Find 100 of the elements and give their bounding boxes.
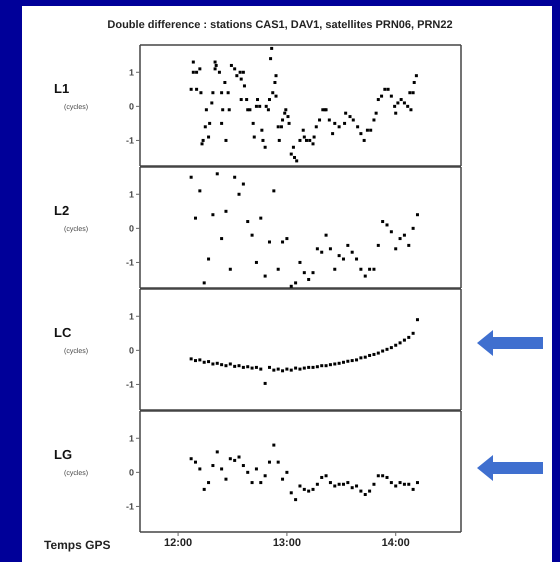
point [359,490,362,493]
point [238,456,241,459]
point [412,226,415,230]
point [324,474,328,478]
point [281,369,284,372]
point [233,458,236,462]
point [233,364,236,368]
point [316,247,319,250]
point [198,189,202,192]
point [324,234,328,237]
point [320,250,324,254]
point [416,318,419,322]
point [294,366,298,370]
point [346,360,350,363]
point [386,348,389,351]
point [394,344,398,347]
point [333,268,336,271]
point [316,365,319,368]
point [276,368,280,371]
point [324,364,328,368]
point [198,358,202,362]
point [220,363,224,366]
point [238,364,241,368]
point [398,237,402,240]
point [242,182,245,186]
point [194,359,197,362]
point [290,491,293,494]
point [402,234,406,237]
point [285,470,288,474]
point [285,368,288,371]
y-tick-label: 1 [128,189,134,200]
point [268,366,271,369]
point [207,258,210,261]
point [224,364,228,368]
point [220,467,224,470]
y-tick-label: 0 [128,224,134,234]
point [316,482,319,486]
point [246,365,250,368]
point [328,247,332,250]
point [190,176,193,179]
point [268,240,271,244]
point [302,488,306,491]
point [412,488,415,491]
point [333,484,336,488]
point [376,352,380,355]
point [198,467,202,470]
point [407,336,410,339]
point [211,362,214,366]
point [372,482,376,486]
point [398,341,402,344]
point [381,350,384,353]
y-tick-label: 1 [128,67,134,78]
point [307,278,310,281]
point [259,368,262,371]
point [312,271,315,274]
x-tick-label: 14:00 [382,536,410,549]
point [290,284,293,288]
point [355,258,358,261]
point [202,360,206,364]
y-tick-label: 0 [128,346,134,356]
point [259,481,262,484]
point [190,357,193,360]
point [228,362,232,366]
point [194,460,197,464]
point [342,258,345,261]
point [342,482,345,486]
point [364,356,367,359]
point [390,346,393,350]
point [228,457,232,460]
point [194,216,197,220]
point [407,244,410,247]
point [281,478,284,481]
point [211,213,214,216]
point [402,482,406,486]
point [211,464,214,468]
point [216,450,219,454]
point [328,481,332,484]
point [416,213,419,216]
point [398,481,402,484]
point [268,460,271,464]
point [224,478,228,481]
point [246,220,250,224]
point [294,498,298,502]
point [242,464,245,468]
point [381,474,384,478]
point [312,488,315,491]
y-tick-label: -1 [126,380,134,390]
point [254,260,258,264]
point [328,363,332,366]
point [238,192,241,196]
y-tick-label: -1 [126,136,134,146]
y-tick-label: 1 [128,311,134,322]
point [338,362,341,365]
point [285,237,288,240]
point [259,216,262,220]
point [320,476,324,479]
point [276,268,280,271]
point [216,172,219,176]
point [224,210,228,213]
point [359,268,362,271]
